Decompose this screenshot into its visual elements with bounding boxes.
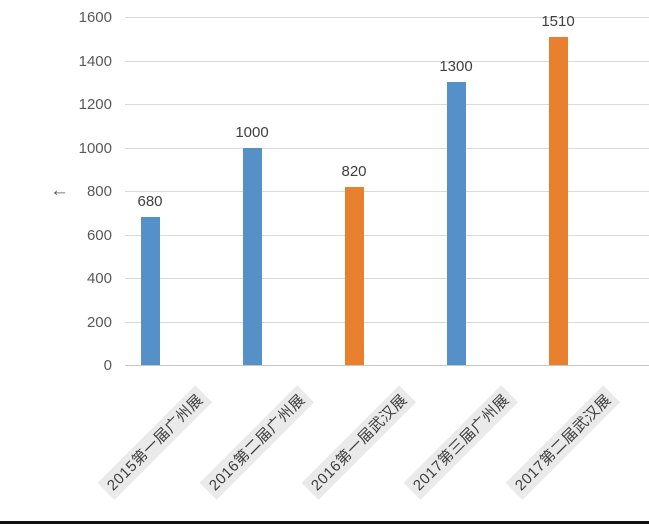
gridline [125,321,649,323]
y-axis-tick-label: 1200 [78,96,112,113]
bottom-border-line [0,521,649,524]
bar [242,147,262,365]
bar [446,82,466,365]
gridline [125,191,649,192]
y-axis-tick-label: 600 [86,226,112,244]
x-axis-category-label: 2015第一届广州展 [97,385,212,500]
bar-value-label: 820 [341,162,367,180]
bar-value-label: 1000 [235,123,269,141]
y-axis-tick-label: 1400 [78,52,112,70]
gridline [125,365,649,366]
gridline [125,234,649,236]
y-axis-tick-label: 1600 [78,9,112,26]
x-axis-category-label: 2017第三届广州展 [403,385,518,500]
y-axis-tick-label: 200 [86,313,112,331]
y-axis-tick-label: 1000 [78,139,112,157]
bar [548,36,568,365]
gridline [125,147,649,149]
y-axis-tick-label: 400 [86,270,112,287]
bar [344,186,364,365]
gridline [125,278,649,279]
gridline [125,60,649,62]
bar-value-label: 1300 [439,58,473,76]
x-axis-category-label: 2017第二届武汉展 [505,385,620,500]
bar-value-label: 680 [137,193,163,211]
gridline [125,104,649,105]
x-axis-category-label: 2016第一届武汉展 [301,385,416,500]
y-axis-tick-label: 800 [86,183,112,200]
bar [140,217,160,365]
y-axis-arrow-icon: ← [50,180,69,201]
x-axis-category-label: 2016第二届广州展 [199,385,314,500]
bar-value-label: 1510 [541,12,575,30]
y-axis-tick-label: 0 [103,357,112,374]
gridline [125,17,649,18]
